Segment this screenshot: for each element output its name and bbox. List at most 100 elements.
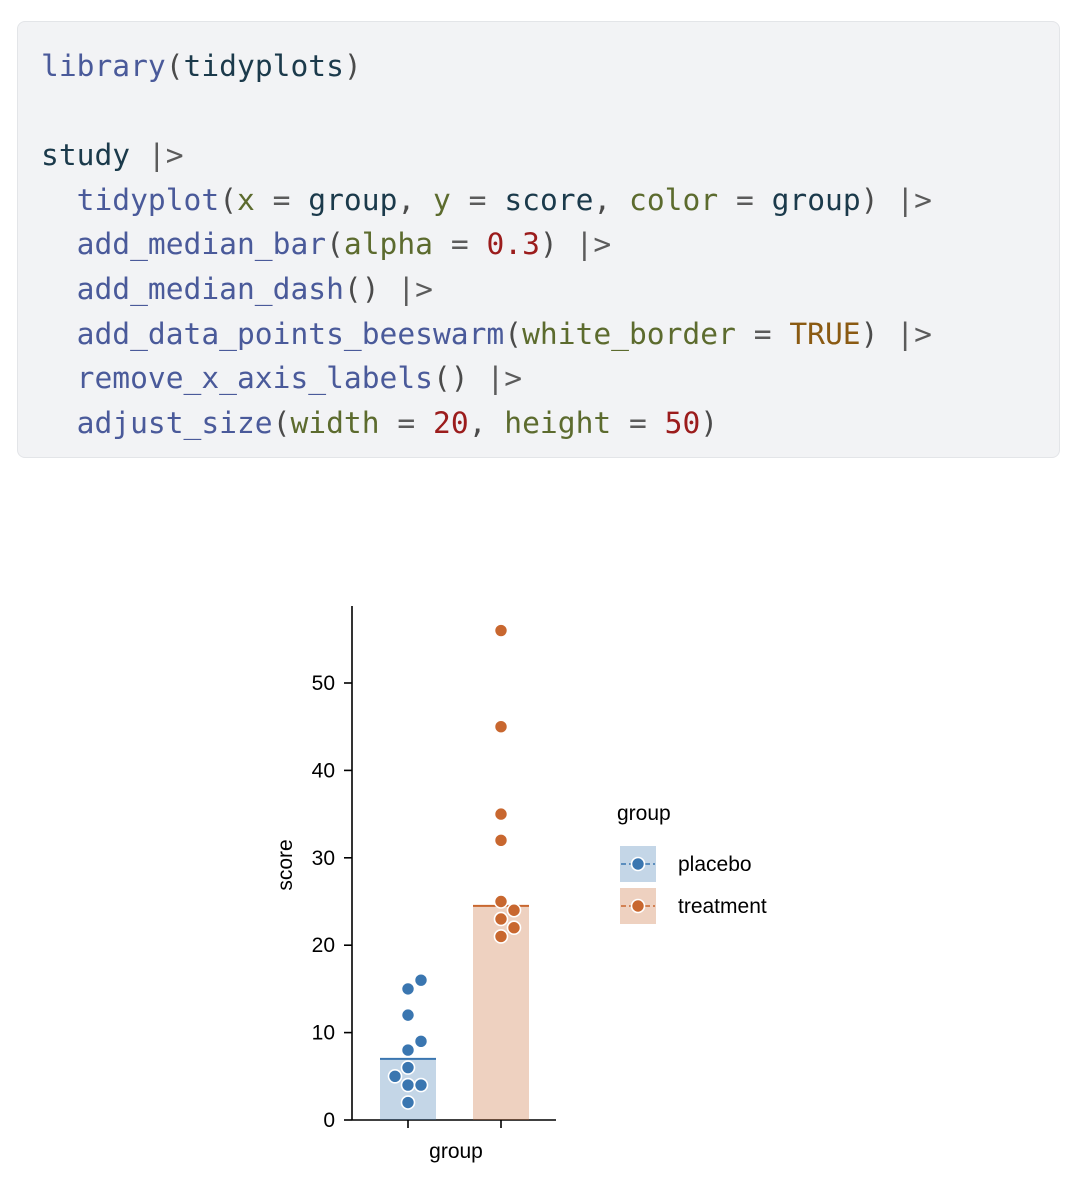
code-token: ( bbox=[504, 316, 523, 351]
code-token: add_data_points_beeswarm bbox=[76, 316, 505, 351]
code-token: color bbox=[629, 182, 719, 217]
y-tick-label: 20 bbox=[312, 934, 335, 957]
code-token: , bbox=[593, 182, 630, 217]
legend-label: placebo bbox=[678, 853, 752, 876]
code-token: ) bbox=[343, 49, 362, 83]
code-line: study |> bbox=[41, 138, 184, 172]
code-token: tidyplots bbox=[183, 49, 344, 83]
legend-key-point bbox=[630, 898, 646, 914]
code-token: = bbox=[611, 405, 665, 440]
legend-label: treatment bbox=[678, 895, 767, 918]
code-token: study bbox=[41, 138, 148, 173]
code-token: library bbox=[41, 49, 166, 83]
code-token bbox=[41, 317, 77, 351]
code-token: remove_x_axis_labels bbox=[76, 361, 433, 396]
y-axis-title: score bbox=[274, 839, 297, 890]
code-token: , bbox=[468, 405, 505, 440]
data-point bbox=[387, 1068, 403, 1084]
code-line: remove_x_axis_labels() |> bbox=[41, 361, 522, 395]
data-point bbox=[400, 1077, 416, 1093]
data-point bbox=[400, 1095, 416, 1110]
y-tick-label: 0 bbox=[323, 1109, 335, 1132]
code-token: ( bbox=[219, 182, 238, 217]
code-token: ) bbox=[860, 316, 897, 351]
data-point bbox=[413, 1034, 429, 1049]
data-point bbox=[413, 1077, 429, 1093]
code-token: alpha bbox=[343, 227, 433, 262]
code-token: white_border bbox=[522, 316, 736, 351]
code-token: ( bbox=[272, 405, 291, 440]
legend-key-point bbox=[630, 856, 646, 872]
code-token: = bbox=[450, 182, 505, 217]
data-point bbox=[400, 1060, 416, 1075]
code-token bbox=[41, 183, 77, 217]
data-point bbox=[493, 929, 509, 944]
code-token: tidyplot bbox=[76, 182, 220, 217]
code-token: width bbox=[290, 405, 380, 440]
code-token: ( bbox=[326, 227, 344, 262]
code-token bbox=[41, 227, 77, 261]
code-token: |> bbox=[147, 138, 184, 173]
code-token: height bbox=[504, 405, 612, 440]
code-block: library(tidyplots) study |> tidyplot(x =… bbox=[17, 21, 1060, 458]
code-text: library(tidyplots) study |> tidyplot(x =… bbox=[41, 44, 932, 445]
data-point bbox=[493, 623, 509, 638]
y-tick-label: 40 bbox=[312, 759, 335, 782]
code-token: 20 bbox=[433, 405, 469, 440]
code-token: ) bbox=[700, 405, 719, 440]
median-bar-chart: 0 10 20 30 40 50 group score group placebo treatme… bbox=[274, 606, 767, 1163]
code-token: adjust_size bbox=[76, 405, 273, 440]
code-token: = bbox=[254, 182, 309, 217]
code-token: = bbox=[718, 182, 772, 217]
code-token bbox=[41, 361, 77, 395]
code-token: , bbox=[397, 182, 434, 217]
data-point bbox=[493, 719, 509, 734]
code-token: y bbox=[433, 182, 451, 217]
code-token: |> bbox=[896, 316, 932, 351]
code-token: |> bbox=[575, 227, 612, 262]
data-point bbox=[493, 833, 509, 848]
code-line: adjust_size(width = 20, height = 50) bbox=[41, 406, 718, 440]
code-token: add_median_dash bbox=[76, 271, 344, 306]
data-point bbox=[400, 1007, 416, 1023]
code-token: group bbox=[771, 182, 861, 217]
data-point bbox=[400, 981, 416, 997]
code-line: tidyplot(x = group, y = score, color = g… bbox=[41, 183, 932, 217]
code-line: add_median_bar(alpha = 0.3) |> bbox=[41, 227, 612, 262]
data-point bbox=[506, 920, 522, 936]
code-token: |> bbox=[896, 182, 932, 217]
code-token: ( bbox=[165, 49, 184, 83]
code-line: add_median_dash() |> bbox=[41, 272, 433, 306]
y-tick-label: 50 bbox=[312, 672, 335, 695]
code-token: () bbox=[432, 361, 487, 396]
data-point bbox=[400, 1042, 416, 1058]
code-token: score bbox=[504, 182, 594, 217]
code-token: |> bbox=[486, 361, 523, 396]
code-line: add_data_points_beeswarm(white_border = … bbox=[41, 317, 932, 351]
data-point bbox=[493, 911, 509, 927]
code-token: ) bbox=[860, 182, 897, 217]
data-point bbox=[493, 894, 509, 909]
code-token bbox=[41, 406, 77, 440]
code-token bbox=[41, 272, 77, 306]
y-tick-label: 30 bbox=[312, 847, 335, 870]
x-axis-title: group bbox=[429, 1140, 483, 1163]
code-token: add_median_bar bbox=[76, 227, 327, 262]
data-point bbox=[493, 806, 509, 822]
code-token: ) bbox=[539, 227, 576, 262]
code-token: 50 bbox=[664, 405, 701, 440]
code-token: |> bbox=[397, 271, 433, 306]
legend-title: group bbox=[617, 802, 671, 825]
code-token: = bbox=[433, 227, 487, 262]
y-tick-label: 10 bbox=[312, 1022, 335, 1045]
code-token: x bbox=[237, 182, 255, 217]
code-token: = bbox=[735, 316, 790, 351]
code-token: group bbox=[308, 182, 398, 217]
data-point bbox=[506, 902, 522, 918]
code-token: TRUE bbox=[789, 316, 861, 351]
data-point bbox=[413, 972, 429, 988]
code-token: 0.3 bbox=[486, 227, 540, 262]
code-line: library(tidyplots) bbox=[41, 49, 362, 83]
code-token: () bbox=[343, 271, 398, 306]
code-token: = bbox=[379, 405, 434, 440]
